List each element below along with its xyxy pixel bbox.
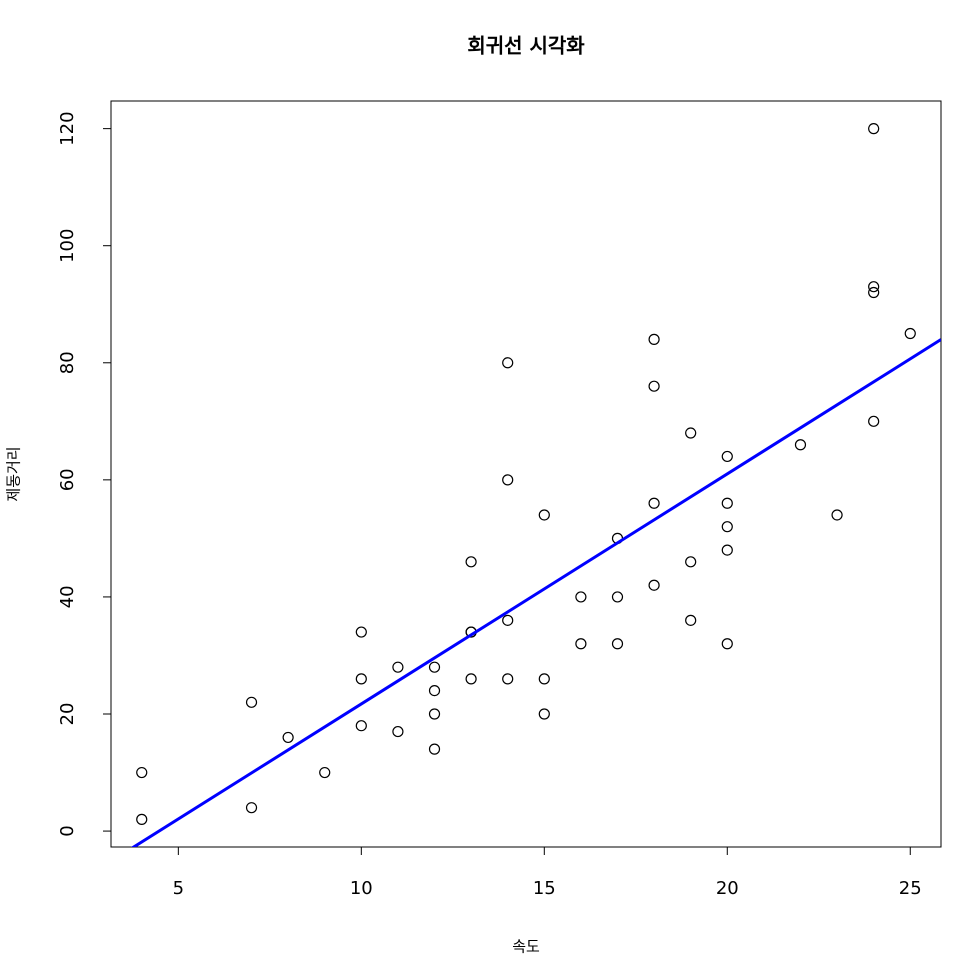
point <box>575 591 587 603</box>
point <box>465 556 477 568</box>
y-tick-label: 120 <box>57 111 78 145</box>
point <box>538 673 550 685</box>
point <box>355 720 367 732</box>
point <box>428 708 441 720</box>
plot-frame <box>110 100 942 848</box>
point <box>282 731 294 744</box>
point <box>355 673 367 685</box>
point <box>721 497 733 509</box>
point <box>648 380 660 392</box>
point <box>392 661 404 673</box>
point <box>648 579 660 591</box>
point <box>868 123 880 135</box>
x-tick-label: 5 <box>173 878 184 899</box>
point <box>648 497 660 509</box>
point <box>245 802 258 814</box>
point <box>502 474 514 486</box>
point <box>355 626 367 638</box>
y-tick-label: 20 <box>57 703 78 726</box>
point <box>392 725 404 738</box>
point <box>904 327 916 340</box>
y-tick-label: 80 <box>57 351 78 374</box>
point <box>794 439 807 451</box>
y-tick-label: 40 <box>57 585 78 608</box>
point <box>319 766 331 779</box>
x-tick-label: 25 <box>899 878 922 899</box>
point <box>136 813 148 825</box>
point <box>868 281 880 293</box>
y-tick-label: 0 <box>57 825 78 836</box>
point <box>502 614 514 626</box>
point <box>685 614 697 626</box>
point <box>502 673 514 685</box>
x-axis-label: 속도 <box>512 938 540 956</box>
point <box>685 556 697 568</box>
point <box>538 708 550 720</box>
point <box>868 415 880 427</box>
point <box>611 591 624 603</box>
point <box>648 333 660 345</box>
point <box>721 638 733 650</box>
point <box>136 766 148 779</box>
point <box>611 638 624 650</box>
point <box>538 509 550 521</box>
point <box>721 521 733 533</box>
point <box>428 743 441 755</box>
point <box>465 673 477 685</box>
point <box>721 450 733 463</box>
y-axis-label: 제동거리 <box>5 446 23 501</box>
point <box>428 684 441 697</box>
x-tick-label: 15 <box>533 878 556 899</box>
point <box>868 286 880 299</box>
point <box>831 509 843 521</box>
chart-title: 회귀선 시각화 <box>467 34 585 58</box>
y-tick-label: 100 <box>57 229 78 263</box>
point <box>428 661 441 673</box>
point <box>721 544 733 556</box>
point <box>245 696 258 708</box>
point <box>502 357 514 369</box>
point <box>685 427 697 439</box>
regression-line <box>130 338 941 847</box>
x-tick-label: 10 <box>350 878 373 899</box>
point <box>575 638 587 650</box>
x-tick-label: 20 <box>716 878 739 899</box>
y-tick-label: 60 <box>57 468 78 491</box>
